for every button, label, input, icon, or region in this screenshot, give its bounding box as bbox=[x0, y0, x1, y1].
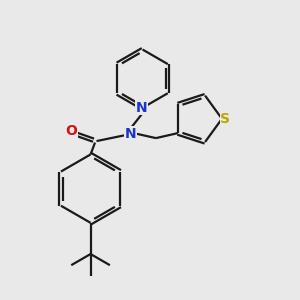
Text: N: N bbox=[135, 101, 147, 115]
Text: O: O bbox=[65, 124, 77, 138]
Text: S: S bbox=[220, 112, 230, 126]
Text: N: N bbox=[125, 127, 136, 141]
